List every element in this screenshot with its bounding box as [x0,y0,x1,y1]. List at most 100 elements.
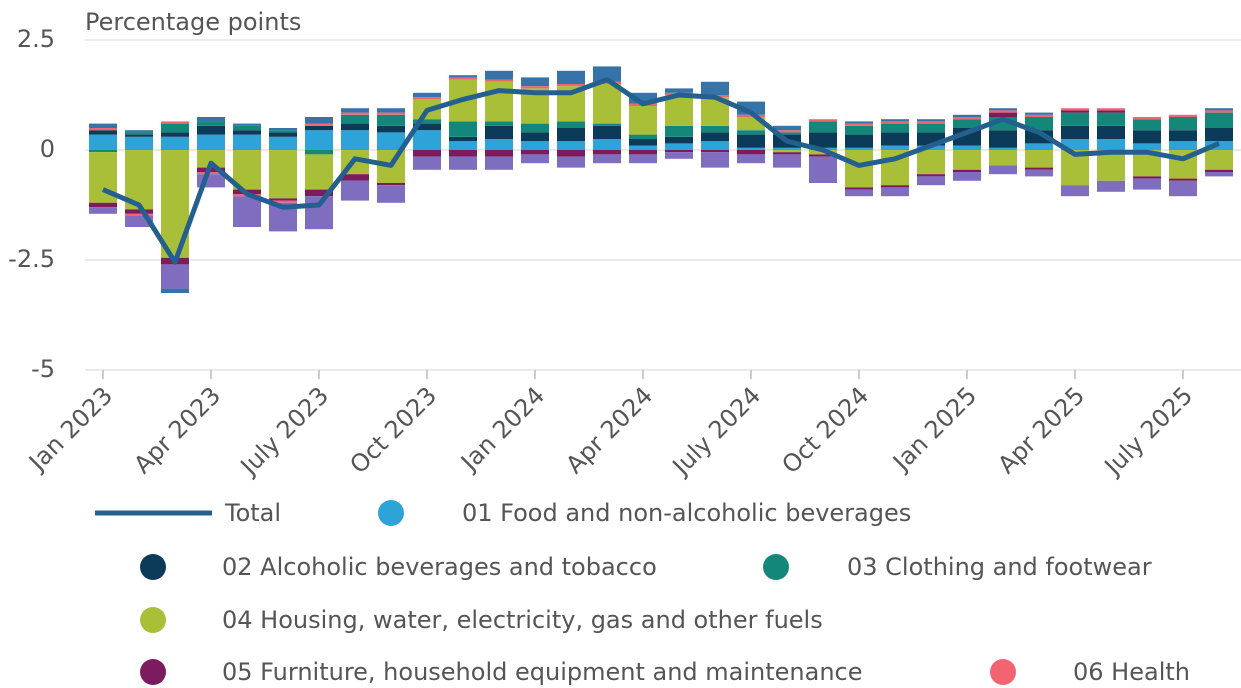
bar-segment [1061,125,1089,139]
bar-segment [1205,112,1233,128]
bar-segment [629,154,657,164]
bar-segment [557,141,585,150]
bar-segment [1205,150,1233,170]
bar-segment [1169,178,1197,181]
bar-segment [521,132,549,142]
axis-title: Percentage points [85,8,301,36]
bar-segment [1133,143,1161,150]
bar-segment [1097,180,1125,192]
bar-segment [89,207,117,214]
bar-segment [269,198,297,201]
bar-segment [557,128,585,142]
bar-segment [413,156,441,170]
bar-segment [89,134,117,150]
bar-segment [377,185,405,203]
bar-segment [701,141,729,150]
x-tick-label: July 2024 [666,381,766,481]
bar-segment [197,121,225,126]
bar-segment [917,121,945,124]
bar-segment [305,150,333,155]
bar-segment [557,121,585,128]
bar-segment [341,112,369,115]
y-tick-label: 2.5 [17,25,55,53]
bar-segment [1205,172,1233,177]
bar-segment [629,139,657,146]
bar-segment [1133,119,1161,131]
bar-segment [377,108,405,113]
bar-segment [449,75,477,78]
legend-dot [140,607,166,633]
bar-segment [521,150,549,155]
bar-segment [449,156,477,170]
bar-segment [773,132,801,135]
bar-segment [593,84,621,124]
bar-segment [161,123,189,133]
bar-segment [1097,112,1125,126]
bar-segment [1061,110,1089,113]
bar-segment [1025,167,1053,170]
bar-segment [161,132,189,137]
total-line [102,77,1220,265]
bar-segment [341,114,369,124]
bar-segment [197,125,225,135]
bar-segment [341,108,369,113]
bar-segment [593,150,621,155]
bar-segment [845,187,873,190]
bar-segment [773,152,801,155]
bar-segment [305,123,333,126]
bar-segment [557,84,585,87]
bar-segment [953,169,981,172]
bar-segment [521,77,549,87]
bar-segment [1061,139,1089,150]
x-tick-label: Jan 2023 [22,381,118,477]
bar-segment [521,154,549,164]
bar-segment [953,117,981,120]
bar-segment [341,130,369,150]
bar-segment [521,123,549,133]
x-tick-label: Apr 2023 [128,381,226,479]
bar-segment [413,92,441,98]
bar-segment [1205,108,1233,111]
bar-segment [593,139,621,150]
bar-segment [269,136,297,150]
bar-segment [233,196,261,227]
x-tick-label: Oct 2024 [776,381,874,479]
legend-label: 03 Clothing and footwear [847,553,1152,581]
bar-segment [881,121,909,124]
bar-segment [341,174,369,181]
bar-segment [593,125,621,139]
bar-segment [1169,114,1197,117]
bar-segment [1133,176,1161,179]
bar-segment [845,123,873,126]
legend-dot [990,659,1016,685]
bar-segment [521,86,549,89]
bar-segment [701,150,729,153]
x-tick-label: July 2025 [1098,381,1198,481]
x-tick-label: Apr 2024 [560,381,658,479]
bar-segment [737,134,765,148]
bar-segment [125,132,153,135]
bar-segment [1025,169,1053,177]
bar-segment [125,216,153,227]
bar-segment [1025,112,1053,115]
legend-label: 02 Alcoholic beverages and tobacco [222,553,657,581]
bar-segment [449,77,477,80]
bar-segment [413,119,441,124]
bar-segment [737,130,765,135]
bar-segment [377,114,405,126]
bar-segment [413,150,441,157]
bar-segment [665,152,693,159]
bar-segment [89,202,117,208]
legend-dot [378,500,404,526]
y-tick-label: -5 [31,355,55,383]
x-tick-label: Oct 2023 [344,381,442,479]
bar-segment [1097,108,1125,111]
bar-segment [377,125,405,133]
bar-segment [269,132,297,137]
bar-segment [917,174,945,177]
bar-segment [773,125,801,131]
bar-segment [773,130,801,133]
bar-segment [881,119,909,122]
bar-segment [521,141,549,150]
bar-segment [161,136,189,150]
